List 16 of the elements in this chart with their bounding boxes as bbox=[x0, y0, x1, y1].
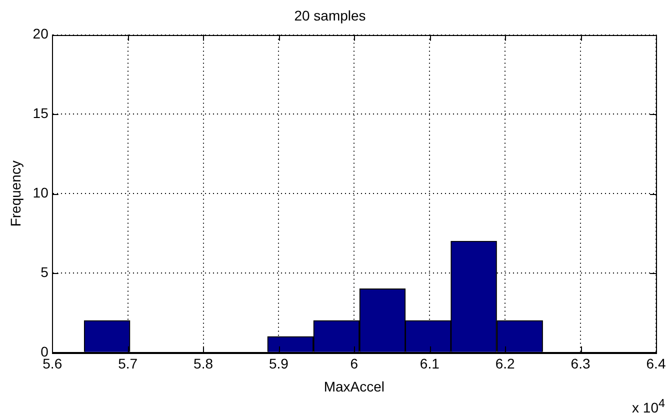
x-tick-label: 6 bbox=[350, 356, 358, 372]
text: x 10$^{4}$ bbox=[632, 397, 665, 416]
x-tick-label: 6.4 bbox=[646, 356, 666, 372]
x-tick-label: 5.8 bbox=[194, 356, 214, 372]
chart-title: 20 samples bbox=[294, 7, 366, 24]
x-tick-label: 5.9 bbox=[269, 356, 289, 372]
x-axis-title: MaxAccel bbox=[324, 378, 385, 394]
y-axis-title: Frequency bbox=[7, 160, 24, 227]
y-tick-label: 15 bbox=[32, 105, 49, 122]
x-tick-label: 6.1 bbox=[420, 356, 440, 372]
x-tick-label: 6.2 bbox=[495, 356, 516, 372]
y-tick-label: 5 bbox=[40, 264, 49, 280]
y-tick-label: 20 bbox=[32, 26, 49, 42]
x-tick-label: 6.3 bbox=[570, 356, 590, 372]
x-tick-label: 5.7 bbox=[118, 356, 138, 372]
y-tick-label: 10 bbox=[32, 184, 49, 200]
